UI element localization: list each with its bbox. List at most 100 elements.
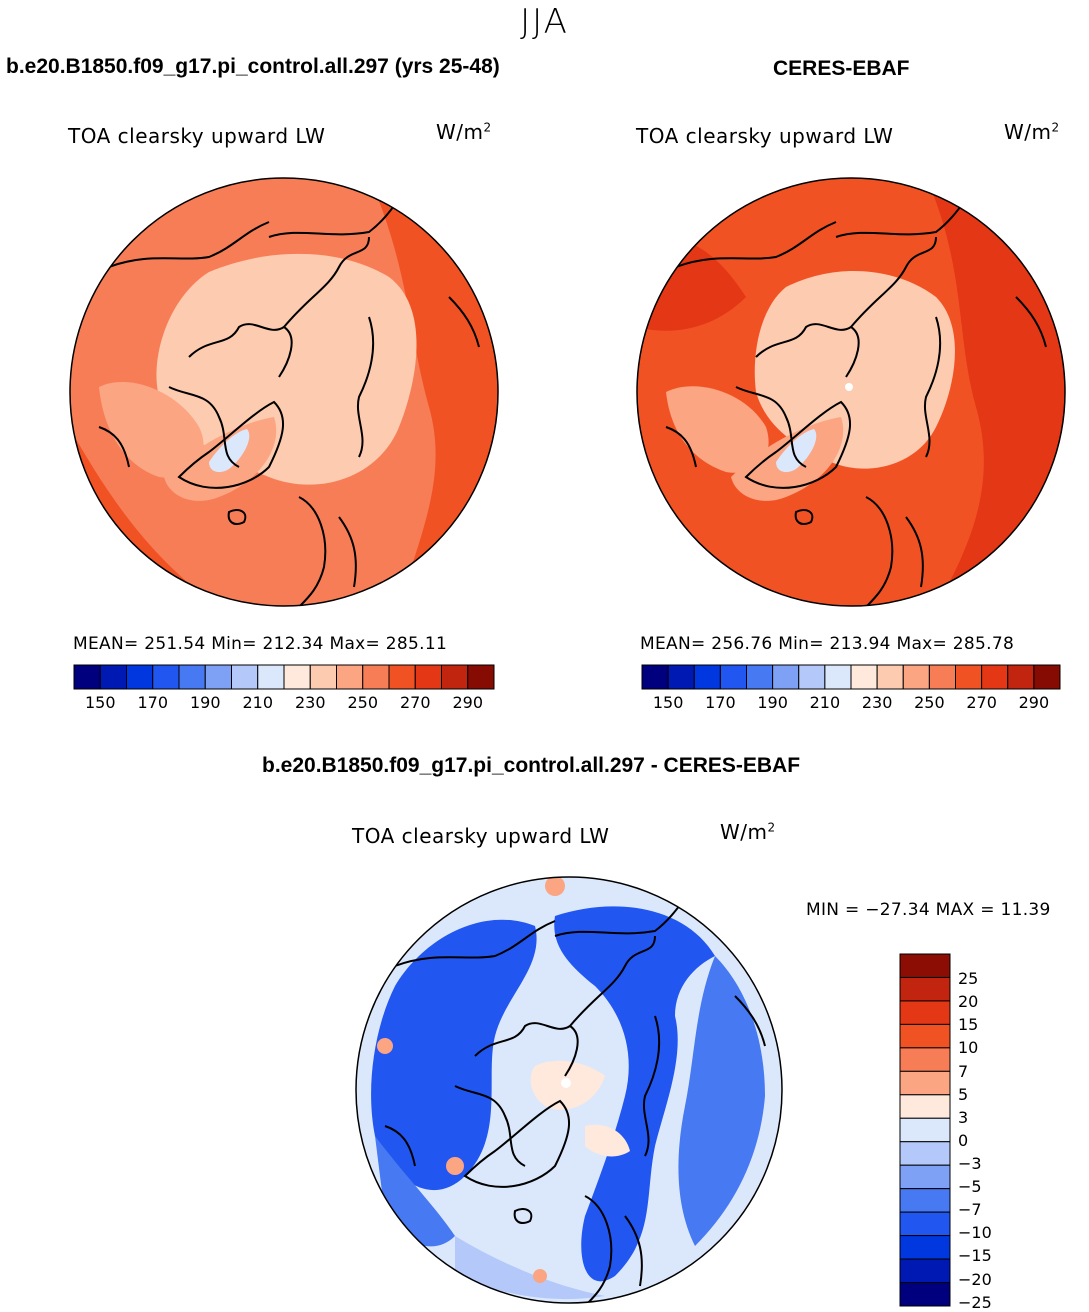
diff-colorbar-tick-label: −5 bbox=[958, 1177, 982, 1197]
diff-colorbar-swatch bbox=[899, 1258, 951, 1284]
obs-colorbar-ticks: 150 170 190 210 230 250 270 290 bbox=[642, 693, 1060, 715]
model-colorbar-swatch bbox=[336, 664, 364, 690]
model-colorbar-swatch bbox=[414, 664, 442, 690]
model-colorbar-ticks: 150 170 190 210 230 250 270 290 bbox=[74, 693, 494, 715]
diff-colorbar-tick-label: −10 bbox=[958, 1223, 992, 1243]
model-colorbar-tick-label: 190 bbox=[189, 693, 221, 712]
diff-units-label: W/m2 bbox=[720, 820, 776, 844]
diff-colorbar-swatch bbox=[899, 1094, 951, 1119]
obs-colorbar-swatch bbox=[850, 664, 878, 690]
model-colorbar-swatch bbox=[467, 664, 495, 690]
diff-colorbar-tick-label: 3 bbox=[958, 1107, 969, 1127]
diff-colorbar-tick-label: 20 bbox=[958, 992, 979, 1012]
obs-colorbar-swatch bbox=[1007, 664, 1035, 690]
diff-colorbar-tick-label: 5 bbox=[958, 1084, 969, 1104]
obs-colorbar-swatch bbox=[641, 664, 669, 690]
diff-colorbar-tick-label: −25 bbox=[958, 1292, 992, 1312]
model-variable-label: TOA clearsky upward LW bbox=[68, 124, 326, 148]
model-stats: MEAN= 251.54 Min= 212.34 Max= 285.11 bbox=[73, 634, 448, 654]
model-colorbar-tick-label: 230 bbox=[294, 693, 326, 712]
diff-colorbar-swatch bbox=[899, 1211, 951, 1237]
diff-colorbar-ticks: 25 20 15 10 7 5 3 0 −3 −5 −7 −10 −15 −20 −25 bbox=[958, 954, 1018, 1312]
obs-stats: MEAN= 256.76 Min= 213.94 Max= 285.78 bbox=[640, 634, 1015, 654]
obs-colorbar-swatch bbox=[772, 664, 800, 690]
diff-colorbar-swatch bbox=[899, 953, 951, 978]
obs-colorbar-swatch bbox=[693, 664, 721, 690]
model-colorbar-swatch bbox=[126, 664, 154, 690]
model-units-label: W/m2 bbox=[436, 120, 492, 144]
model-colorbar-swatch bbox=[73, 664, 101, 690]
obs-colorbar-swatch bbox=[667, 664, 695, 690]
model-polar-map bbox=[69, 177, 499, 607]
obs-colorbar-swatch bbox=[876, 664, 904, 690]
obs-colorbar-tick-label: 190 bbox=[757, 693, 788, 712]
obs-polar-map bbox=[636, 177, 1066, 607]
diff-colorbar-swatch bbox=[899, 1235, 951, 1260]
diff-colorbar-tick-label: 25 bbox=[958, 969, 979, 989]
diff-colorbar-swatch bbox=[899, 1164, 951, 1190]
obs-colorbar-tick-label: 210 bbox=[809, 693, 841, 712]
obs-colorbar-tick-label: 170 bbox=[705, 693, 736, 712]
diff-variable-label: TOA clearsky upward LW bbox=[352, 824, 610, 848]
obs-colorbar-swatch bbox=[746, 664, 774, 690]
diff-colorbar-tick-label: −15 bbox=[958, 1246, 992, 1266]
model-colorbar-swatch bbox=[99, 664, 127, 690]
diff-colorbar-swatch bbox=[899, 1047, 951, 1072]
model-case-title: b.e20.B1850.f09_g17.pi_control.all.297 (… bbox=[6, 55, 500, 78]
obs-units-label: W/m2 bbox=[1004, 120, 1060, 144]
diff-colorbar-swatch bbox=[899, 1141, 951, 1166]
obs-colorbar-tick-label: 290 bbox=[1018, 693, 1050, 712]
model-colorbar-swatch bbox=[152, 664, 180, 690]
model-colorbar-swatch bbox=[441, 664, 469, 690]
diff-colorbar-tick-label: 10 bbox=[958, 1038, 979, 1058]
model-colorbar-swatch bbox=[204, 664, 232, 690]
diff-colorbar-tick-label: 0 bbox=[958, 1130, 969, 1150]
diff-colorbar-swatch bbox=[899, 1282, 951, 1307]
obs-colorbar-tick-label: 270 bbox=[966, 693, 997, 712]
diff-colorbar-tick-label: −3 bbox=[958, 1154, 982, 1174]
obs-colorbar-swatch bbox=[824, 664, 852, 690]
obs-variable-label: TOA clearsky upward LW bbox=[636, 124, 894, 148]
obs-colorbar-swatch bbox=[928, 664, 956, 690]
model-colorbar-swatch bbox=[388, 664, 416, 690]
model-colorbar-tick-label: 170 bbox=[137, 693, 169, 712]
model-colorbar-swatch bbox=[231, 664, 259, 690]
diff-colorbar-swatch bbox=[899, 1188, 951, 1213]
diff-colorbar-swatch bbox=[899, 1000, 951, 1025]
obs-colorbar-swatch bbox=[719, 664, 747, 690]
model-colorbar-tick-label: 250 bbox=[347, 693, 379, 712]
model-colorbar-swatch bbox=[362, 664, 390, 690]
obs-colorbar-tick-label: 250 bbox=[914, 693, 945, 712]
diff-colorbar-swatch bbox=[899, 1023, 951, 1049]
season-title: JJA bbox=[520, 2, 569, 42]
model-colorbar-swatch bbox=[257, 664, 285, 690]
diff-colorbar bbox=[899, 953, 951, 1307]
diff-colorbar-tick-label: 7 bbox=[958, 1061, 969, 1081]
diff-colorbar-swatch bbox=[899, 976, 951, 1002]
diff-colorbar-tick-label: 15 bbox=[958, 1015, 979, 1035]
obs-colorbar-swatch bbox=[902, 664, 930, 690]
diff-case-title: b.e20.B1850.f09_g17.pi_control.all.297 -… bbox=[262, 754, 801, 777]
model-colorbar-tick-label: 150 bbox=[84, 693, 116, 712]
model-colorbar-swatch bbox=[178, 664, 206, 690]
diff-colorbar-swatch bbox=[899, 1070, 951, 1096]
diff-colorbar-tick-label: −7 bbox=[958, 1200, 982, 1220]
diff-colorbar-swatch bbox=[899, 1117, 951, 1143]
model-colorbar bbox=[73, 664, 495, 690]
obs-colorbar bbox=[641, 664, 1061, 690]
diff-stats: MIN = −27.34 MAX = 11.39 bbox=[806, 900, 1051, 920]
diff-colorbar-tick-label: −20 bbox=[958, 1269, 992, 1289]
obs-case-title: CERES-EBAF bbox=[773, 57, 910, 80]
diff-polar-map bbox=[355, 876, 783, 1304]
obs-colorbar-swatch bbox=[981, 664, 1009, 690]
obs-colorbar-swatch bbox=[798, 664, 826, 690]
obs-colorbar-tick-label: 230 bbox=[861, 693, 893, 712]
obs-colorbar-swatch bbox=[955, 664, 983, 690]
model-colorbar-tick-label: 290 bbox=[452, 693, 484, 712]
obs-colorbar-tick-label: 150 bbox=[652, 693, 684, 712]
obs-colorbar-swatch bbox=[1033, 664, 1061, 690]
model-colorbar-swatch bbox=[283, 664, 311, 690]
model-colorbar-tick-label: 210 bbox=[242, 693, 274, 712]
model-colorbar-swatch bbox=[309, 664, 337, 690]
model-colorbar-tick-label: 270 bbox=[399, 693, 431, 712]
